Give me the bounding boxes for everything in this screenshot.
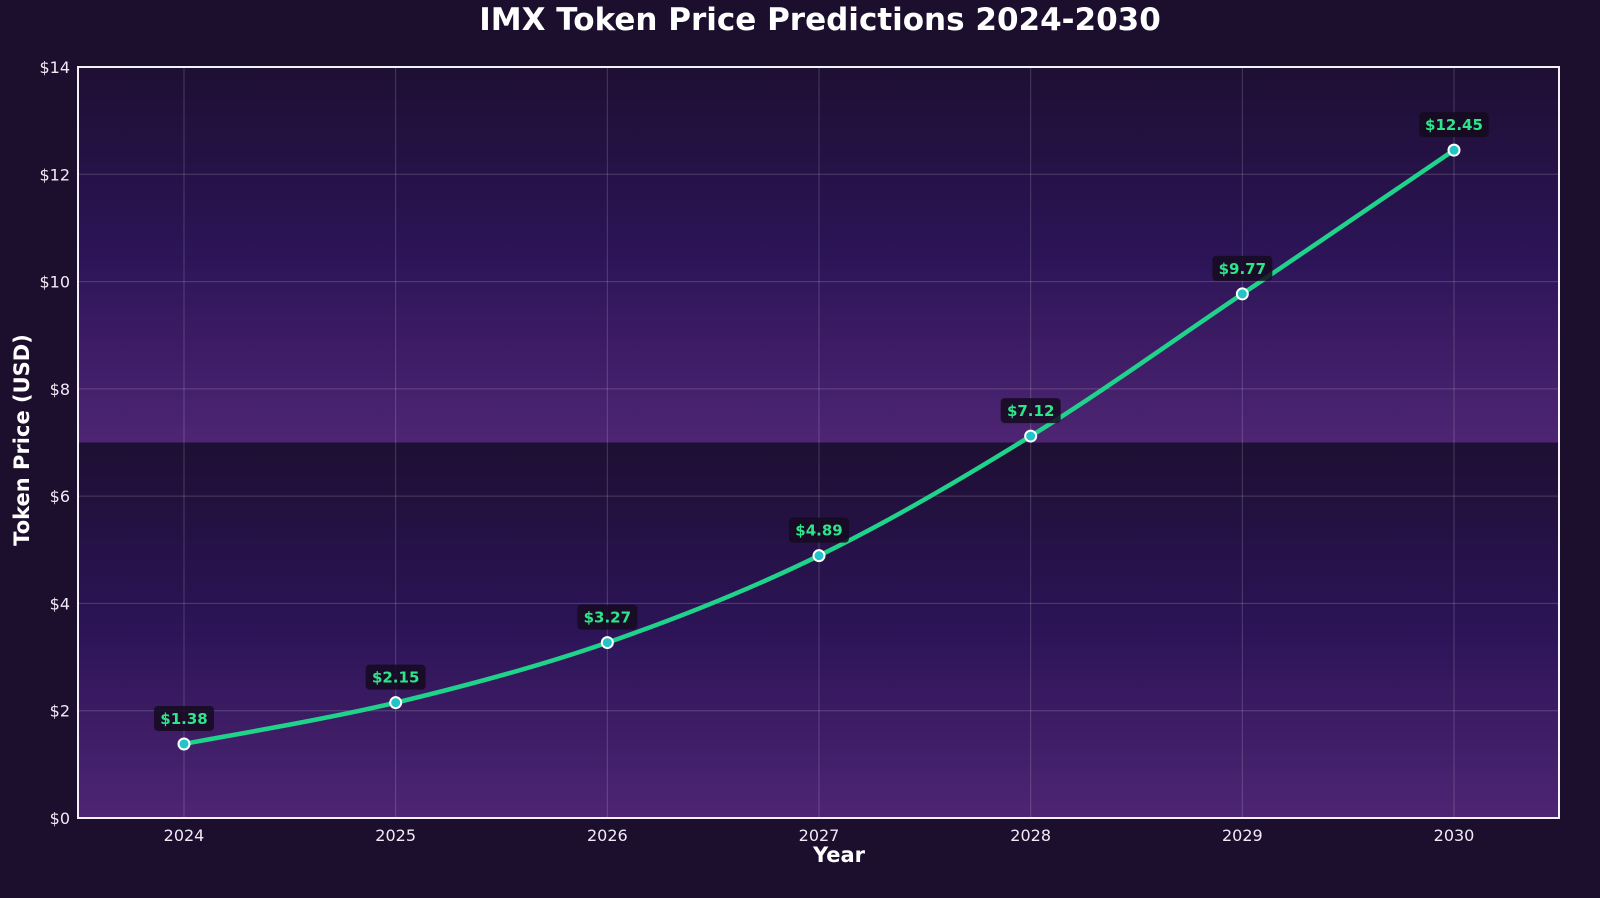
chart-title: IMX Token Price Predictions 2024-2030 xyxy=(479,2,1161,38)
y-tick-label: $10 xyxy=(39,273,70,292)
y-tick-label: $0 xyxy=(50,809,70,828)
data-label: $2.15 xyxy=(372,669,419,687)
data-point-marker xyxy=(177,737,191,751)
data-label-box xyxy=(789,517,849,543)
plot-frame xyxy=(77,66,1560,819)
data-label: $7.12 xyxy=(1007,402,1054,420)
data-label-box xyxy=(1419,112,1489,138)
data-point-marker xyxy=(389,696,403,710)
x-tick-label: 2024 xyxy=(164,826,205,845)
data-label-box xyxy=(1000,398,1061,424)
x-tick-label: 2027 xyxy=(799,826,840,845)
y-tick-label: $8 xyxy=(50,380,70,399)
x-tick-label: 2029 xyxy=(1222,826,1263,845)
x-tick-label: 2025 xyxy=(375,826,416,845)
y-tick-label: $6 xyxy=(50,487,70,506)
data-label-box xyxy=(577,604,638,630)
x-axis-label: Year xyxy=(812,843,866,867)
data-point-marker xyxy=(600,636,614,650)
data-label: $12.45 xyxy=(1425,116,1483,134)
data-label: $3.27 xyxy=(584,609,631,627)
data-point-marker xyxy=(812,549,826,563)
y-tick-label: $14 xyxy=(39,58,70,77)
x-tick-label: 2028 xyxy=(1010,826,1051,845)
data-label-box xyxy=(1212,255,1273,281)
data-point-marker xyxy=(1447,143,1461,157)
data-point-marker xyxy=(1024,429,1038,443)
background-band xyxy=(78,67,1559,443)
background-band xyxy=(78,442,1559,818)
data-label: $4.89 xyxy=(795,522,842,540)
x-tick-label: 2030 xyxy=(1434,826,1475,845)
data-label-box xyxy=(365,664,426,690)
x-tick-label: 2026 xyxy=(587,826,628,845)
data-label: $1.38 xyxy=(160,710,207,728)
data-point-marker xyxy=(1235,287,1249,301)
y-tick-label: $12 xyxy=(39,165,70,184)
data-label-box xyxy=(154,705,214,731)
y-tick-label: $4 xyxy=(50,594,70,613)
y-tick-label: $2 xyxy=(50,702,70,721)
data-label: $9.77 xyxy=(1219,260,1266,278)
